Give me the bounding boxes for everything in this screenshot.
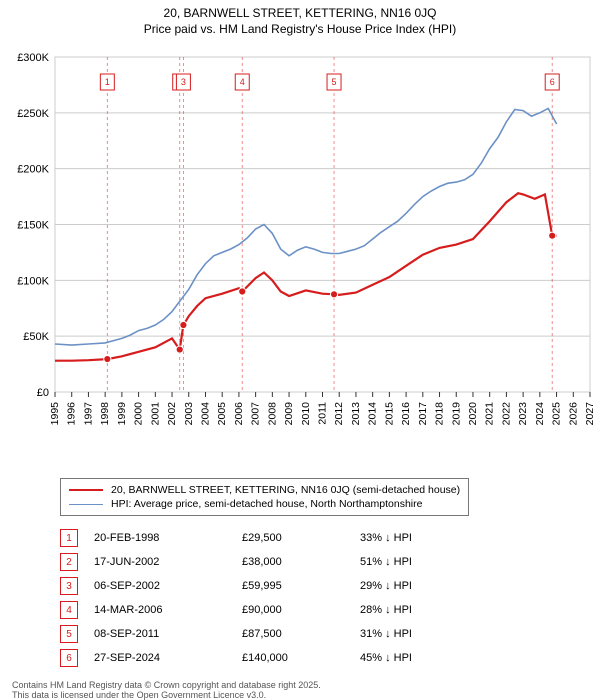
row-marker: 6	[60, 649, 78, 667]
svg-text:2025: 2025	[551, 402, 563, 426]
row-price: £59,995	[242, 580, 352, 592]
svg-text:2018: 2018	[434, 402, 446, 426]
svg-text:1: 1	[105, 77, 110, 87]
svg-text:£300K: £300K	[17, 52, 49, 64]
svg-text:2027: 2027	[584, 402, 596, 426]
row-date: 20-FEB-1998	[94, 532, 234, 544]
svg-text:2004: 2004	[199, 402, 211, 426]
svg-text:2002: 2002	[166, 402, 178, 426]
row-delta: 33% ↓ HPI	[360, 532, 470, 544]
title-line-1: 20, BARNWELL STREET, KETTERING, NN16 0JQ	[0, 6, 600, 22]
svg-text:2022: 2022	[500, 402, 512, 426]
svg-text:6: 6	[550, 77, 555, 87]
svg-text:2007: 2007	[250, 402, 262, 426]
legend: 20, BARNWELL STREET, KETTERING, NN16 0JQ…	[60, 478, 469, 516]
legend-item-hpi: HPI: Average price, semi-detached house,…	[69, 497, 460, 511]
legend-swatch-hpi	[69, 504, 103, 505]
legend-label-hpi: HPI: Average price, semi-detached house,…	[111, 498, 422, 510]
svg-text:1996: 1996	[66, 402, 78, 426]
footer-line-2: This data is licensed under the Open Gov…	[12, 690, 588, 700]
row-date: 27-SEP-2024	[94, 652, 234, 664]
svg-text:2011: 2011	[317, 402, 329, 425]
row-marker: 4	[60, 601, 78, 619]
row-delta: 51% ↓ HPI	[360, 556, 470, 568]
table-row: 1 20-FEB-1998 £29,500 33% ↓ HPI	[60, 526, 588, 550]
svg-text:£200K: £200K	[17, 164, 49, 176]
svg-text:2017: 2017	[417, 402, 429, 426]
row-date: 08-SEP-2011	[94, 628, 234, 640]
row-date: 14-MAR-2006	[94, 604, 234, 616]
svg-text:£0: £0	[37, 387, 49, 399]
svg-text:£100K: £100K	[17, 276, 49, 288]
row-marker: 3	[60, 577, 78, 595]
transactions-table: 1 20-FEB-1998 £29,500 33% ↓ HPI 2 17-JUN-2002…	[60, 526, 588, 670]
table-row: 6 27-SEP-2024 £140,000 45% ↓ HPI	[60, 646, 588, 670]
row-delta: 28% ↓ HPI	[360, 604, 470, 616]
svg-text:2003: 2003	[183, 402, 195, 426]
svg-text:1995: 1995	[49, 402, 61, 426]
svg-text:2021: 2021	[484, 402, 496, 426]
svg-text:1998: 1998	[99, 402, 111, 426]
legend-swatch-property	[69, 489, 103, 491]
svg-text:2008: 2008	[266, 402, 278, 426]
svg-text:2005: 2005	[216, 402, 228, 426]
svg-text:2006: 2006	[233, 402, 245, 426]
row-price: £140,000	[242, 652, 352, 664]
row-marker: 2	[60, 553, 78, 571]
svg-text:2024: 2024	[534, 402, 546, 426]
row-marker: 5	[60, 625, 78, 643]
price-chart: £0 £50K £100K £150K £200K £250K £300K 1995 1996 1…	[0, 37, 600, 472]
row-date: 17-JUN-2002	[94, 556, 234, 568]
svg-text:2001: 2001	[149, 402, 161, 426]
row-date: 06-SEP-2002	[94, 580, 234, 592]
svg-text:£150K: £150K	[17, 220, 49, 232]
svg-text:2026: 2026	[567, 402, 579, 426]
table-row: 3 06-SEP-2002 £59,995 29% ↓ HPI	[60, 574, 588, 598]
svg-text:2015: 2015	[383, 402, 395, 426]
svg-text:3: 3	[181, 77, 186, 87]
svg-text:£50K: £50K	[23, 331, 49, 343]
svg-text:2019: 2019	[450, 402, 462, 426]
title-line-2: Price paid vs. HM Land Registry's House …	[0, 22, 600, 38]
svg-text:2023: 2023	[517, 402, 529, 426]
table-row: 4 14-MAR-2006 £90,000 28% ↓ HPI	[60, 598, 588, 622]
svg-text:5: 5	[332, 77, 337, 87]
svg-text:2014: 2014	[367, 402, 379, 426]
table-row: 5 08-SEP-2011 £87,500 31% ↓ HPI	[60, 622, 588, 646]
svg-text:2013: 2013	[350, 402, 362, 426]
row-price: £29,500	[242, 532, 352, 544]
svg-text:2010: 2010	[300, 402, 312, 426]
footer-line-1: Contains HM Land Registry data © Crown c…	[12, 680, 588, 690]
legend-item-property: 20, BARNWELL STREET, KETTERING, NN16 0JQ…	[69, 483, 460, 497]
table-row: 2 17-JUN-2002 £38,000 51% ↓ HPI	[60, 550, 588, 574]
row-marker: 1	[60, 529, 78, 547]
row-price: £90,000	[242, 604, 352, 616]
row-delta: 29% ↓ HPI	[360, 580, 470, 592]
row-price: £87,500	[242, 628, 352, 640]
svg-text:4: 4	[240, 77, 245, 87]
svg-text:1997: 1997	[82, 402, 94, 426]
row-delta: 45% ↓ HPI	[360, 652, 470, 664]
svg-text:1999: 1999	[116, 402, 128, 426]
svg-text:£250K: £250K	[17, 108, 49, 120]
row-delta: 31% ↓ HPI	[360, 628, 470, 640]
svg-text:2000: 2000	[133, 402, 145, 426]
footer: Contains HM Land Registry data © Crown c…	[12, 680, 588, 700]
row-price: £38,000	[242, 556, 352, 568]
svg-text:2012: 2012	[333, 402, 345, 426]
svg-text:2016: 2016	[400, 402, 412, 426]
chart-title: 20, BARNWELL STREET, KETTERING, NN16 0JQ…	[0, 0, 600, 37]
legend-label-property: 20, BARNWELL STREET, KETTERING, NN16 0JQ…	[111, 484, 460, 496]
svg-text:2009: 2009	[283, 402, 295, 426]
svg-text:2020: 2020	[467, 402, 479, 426]
